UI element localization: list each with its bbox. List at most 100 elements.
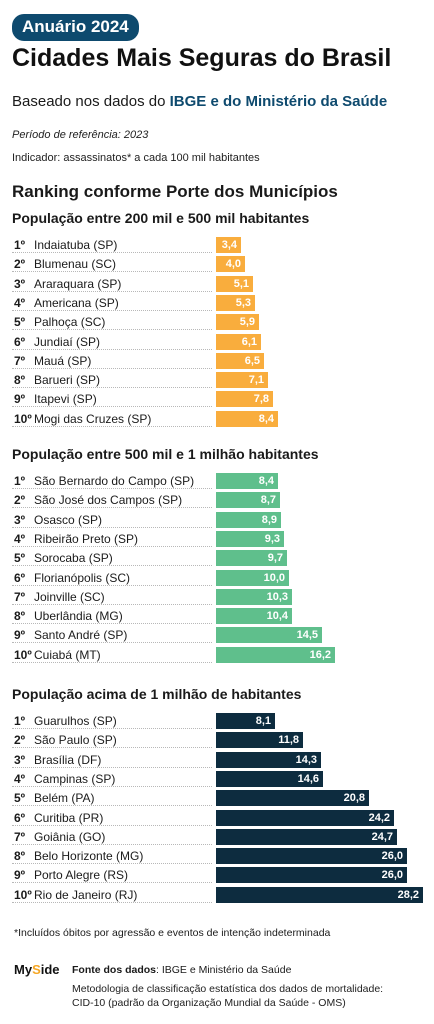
data-bar: 10,3 xyxy=(216,588,292,605)
city-label: Araraquara (SP) xyxy=(34,276,122,291)
rank-label: 6º xyxy=(14,570,26,585)
data-bar: 8,9 xyxy=(216,511,281,528)
data-bar: 11,8 xyxy=(216,732,303,749)
city-label: Porto Alegre (RS) xyxy=(34,868,129,883)
row-divider xyxy=(12,367,212,369)
data-bar: 28,2 xyxy=(216,886,423,903)
data-bar: 16,2 xyxy=(216,646,335,663)
page-title: Cidades Mais Seguras do Brasil xyxy=(12,44,392,72)
rank-label: 8º xyxy=(14,849,26,864)
rank-label: 8º xyxy=(14,373,26,388)
row-divider xyxy=(12,545,212,547)
bar-value-label: 24,2 xyxy=(368,811,390,824)
data-bar: 5,1 xyxy=(216,275,253,292)
city-label: Osasco (SP) xyxy=(34,512,103,527)
data-bar: 14,3 xyxy=(216,751,321,768)
data-bar: 24,7 xyxy=(216,828,397,845)
bar-value-label: 24,7 xyxy=(371,830,393,843)
row-divider xyxy=(12,882,212,884)
bar-value-label: 10,0 xyxy=(263,571,285,584)
bar-value-label: 5,3 xyxy=(235,296,251,309)
rank-label: 7º xyxy=(14,829,26,844)
source-text: : IBGE e Ministério da Saúde xyxy=(156,964,292,976)
row-divider xyxy=(12,603,212,605)
data-bar: 7,1 xyxy=(216,372,268,389)
bar-value-label: 14,6 xyxy=(297,772,319,785)
data-bar: 8,1 xyxy=(216,713,275,729)
data-bar: 7,8 xyxy=(216,391,273,408)
data-bar: 9,7 xyxy=(216,550,287,567)
reference-period: Período de referência: 2023 xyxy=(12,129,149,141)
bar-value-label: 8,4 xyxy=(258,475,274,487)
bar-value-label: 11,8 xyxy=(278,734,299,747)
city-label: Guarulhos (SP) xyxy=(34,714,117,728)
row-divider xyxy=(12,766,212,768)
rank-label: 1º xyxy=(14,238,26,252)
rank-label: 10º xyxy=(14,647,32,662)
row-divider xyxy=(12,843,212,845)
bar-value-label: 9,3 xyxy=(264,532,280,545)
myside-logo: MySide xyxy=(14,962,60,977)
city-label: Brasília (DF) xyxy=(34,752,102,767)
city-label: Santo André (SP) xyxy=(34,628,128,643)
data-bar: 14,5 xyxy=(216,627,322,644)
data-bar: 5,3 xyxy=(216,294,255,311)
data-bar: 8,7 xyxy=(216,492,280,509)
bar-value-label: 7,8 xyxy=(253,393,269,406)
city-label: Americana (SP) xyxy=(34,295,119,310)
city-label: Goiânia (GO) xyxy=(34,829,106,844)
row-divider xyxy=(12,309,212,311)
data-bar: 26,0 xyxy=(216,848,407,865)
bar-value-label: 8,9 xyxy=(261,513,277,526)
bar-value-label: 26,0 xyxy=(381,869,403,882)
rank-label: 2º xyxy=(14,493,26,508)
row-divider xyxy=(12,785,212,787)
row-divider xyxy=(12,348,212,350)
bar-value-label: 14,3 xyxy=(295,753,317,766)
rank-label: 5º xyxy=(14,551,26,566)
city-label: São Bernardo do Campo (SP) xyxy=(34,474,195,488)
bar-value-label: 4,0 xyxy=(225,258,241,271)
rank-label: 3º xyxy=(14,512,26,527)
data-bar: 6,5 xyxy=(216,352,264,369)
bar-value-label: 10,3 xyxy=(266,590,288,603)
row-divider xyxy=(12,584,212,586)
rank-label: 2º xyxy=(14,257,26,272)
city-label: Belém (PA) xyxy=(34,791,95,806)
rank-label: 9º xyxy=(14,392,26,407)
rank-label: 7º xyxy=(14,589,26,604)
group-title: População entre 200 mil e 500 mil habita… xyxy=(12,210,310,226)
bar-value-label: 5,9 xyxy=(239,316,255,329)
rank-label: 3º xyxy=(14,276,26,291)
rank-label: 6º xyxy=(14,810,26,825)
group-title: População entre 500 mil e 1 milhão habit… xyxy=(12,446,319,462)
data-bar: 20,8 xyxy=(216,790,369,807)
city-label: Curitiba (PR) xyxy=(34,810,104,825)
bar-value-label: 7,1 xyxy=(248,374,264,387)
rank-label: 6º xyxy=(14,334,26,349)
row-divider xyxy=(12,642,212,644)
row-divider xyxy=(12,526,212,528)
row-divider xyxy=(12,252,212,253)
rank-label: 9º xyxy=(14,868,26,883)
rank-label: 4º xyxy=(14,295,26,310)
subtitle-prefix: Baseado nos dados do xyxy=(12,93,170,110)
row-divider xyxy=(12,290,212,292)
city-label: Cuiabá (MT) xyxy=(34,647,101,662)
city-label: Belo Horizonte (MG) xyxy=(34,849,144,864)
rank-label: 10º xyxy=(14,887,32,902)
rank-label: 5º xyxy=(14,315,26,330)
ranking-title: Ranking conforme Porte dos Municípios xyxy=(12,182,338,201)
city-label: Indaiatuba (SP) xyxy=(34,238,118,252)
year-badge: Anuário 2024 xyxy=(12,14,139,41)
data-bar: 9,3 xyxy=(216,530,284,547)
data-bar: 24,2 xyxy=(216,809,394,826)
methodology-line-2: CID-10 (padrão da Organização Mundial da… xyxy=(72,997,346,1009)
row-divider xyxy=(12,488,212,489)
footnote: *Incluídos óbitos por agressão e eventos… xyxy=(14,927,331,939)
row-divider xyxy=(12,623,212,625)
row-divider xyxy=(12,507,212,509)
bar-value-label: 8,4 xyxy=(258,412,274,425)
city-label: Uberlândia (MG) xyxy=(34,609,123,624)
row-divider xyxy=(12,805,212,807)
